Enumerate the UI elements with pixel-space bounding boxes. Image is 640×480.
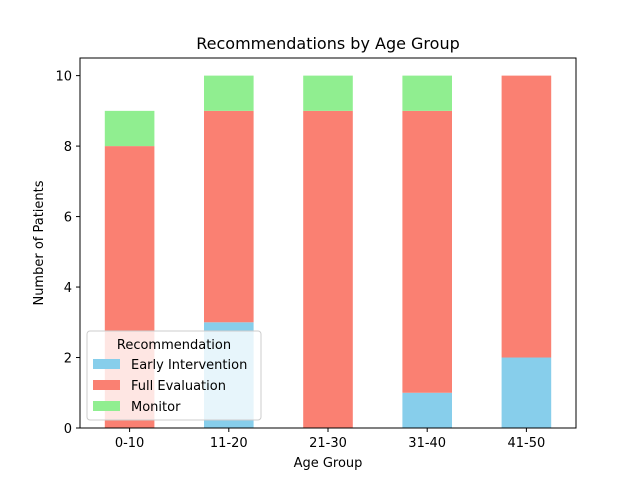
bar-segment [104, 110, 155, 147]
y-tick-label: 4 [64, 281, 72, 296]
bar-segment [501, 357, 552, 428]
bar-segment [501, 75, 552, 358]
legend-swatch [93, 359, 120, 369]
y-axis-label: Number of Patients [32, 180, 47, 305]
y-tick-label: 10 [55, 70, 72, 85]
legend-entry-label: Monitor [131, 400, 181, 415]
x-tick-label: 0-10 [115, 436, 145, 451]
y-tick-label: 2 [64, 352, 72, 367]
bar-segment [402, 110, 452, 393]
bar-segment [204, 110, 254, 323]
legend: Recommendation Early Intervention Full Ev… [86, 330, 262, 421]
legend-box [86, 330, 262, 421]
legend-entry-label: Full Evaluation [131, 379, 226, 394]
legend-entry-label: Early Intervention [131, 358, 247, 373]
x-tick-label: 21-30 [309, 436, 347, 451]
bar-segment [204, 75, 254, 111]
x-axis-label: Age Group [294, 456, 363, 471]
axes-layer: 0-10 11-20 21-30 31-40 41-50 0 2 4 6 8 10 [55, 70, 545, 451]
legend-entries: Early Intervention Full Evaluation Monitor [93, 358, 247, 415]
bar-segment [303, 75, 353, 111]
bar-segment [303, 110, 353, 429]
chart-title: Recommendations by Age Group [196, 34, 459, 53]
x-tick-label: 41-50 [508, 436, 546, 451]
legend-swatch [93, 380, 120, 390]
x-tick-label: 31-40 [408, 436, 446, 451]
legend-title: Recommendation [117, 338, 231, 353]
y-tick-label: 0 [64, 422, 72, 437]
x-tick-label: 11-20 [210, 436, 248, 451]
bar-segment [402, 75, 452, 111]
bar-segment [402, 392, 452, 428]
y-tick-label: 6 [64, 211, 72, 226]
legend-swatch [93, 401, 120, 411]
y-tick-label: 8 [64, 140, 72, 155]
